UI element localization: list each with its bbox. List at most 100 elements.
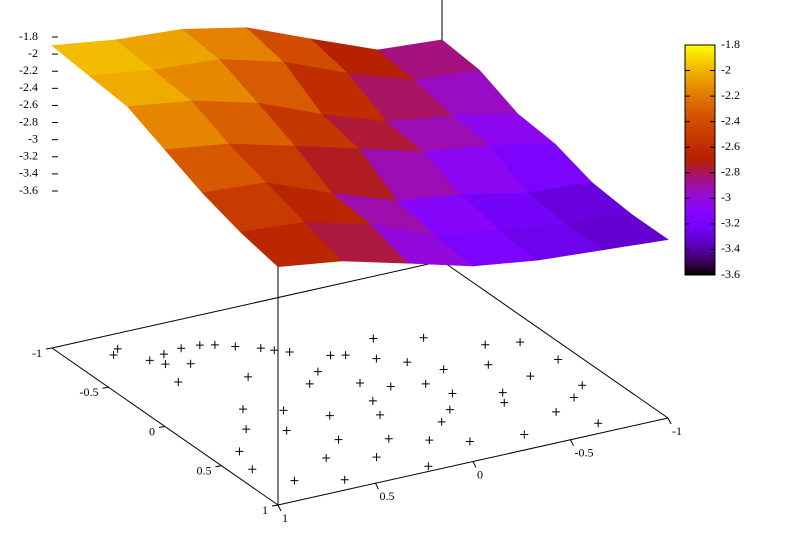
scatter-point [174,378,183,387]
scatter-point [419,333,428,342]
scatter-point [448,389,457,398]
x-tick [45,347,53,350]
y-tick-label: -0.5 [575,446,594,460]
scatter-point [340,475,349,484]
scatter-point [242,425,251,434]
scatter-point [244,372,253,381]
x-tick-label: -1 [32,346,42,360]
scatter-point [256,344,265,353]
colorbar-tick-label: -2.6 [721,139,740,153]
z-tick-label: -1.8 [19,29,38,43]
y-tick-label: 0 [477,467,483,481]
scatter-point [290,476,299,485]
scatter-point [279,406,288,415]
scatter-point [285,348,294,357]
scatter-point [356,379,364,387]
x-tick [271,504,279,507]
scatter-point [177,344,186,353]
scatter-point [161,360,170,369]
y-tick-label: 0.5 [380,489,395,503]
scatter-point [305,379,314,388]
x-tick [158,426,166,428]
y-tick [277,504,282,512]
scatter-point [570,393,579,402]
scatter-point [282,426,291,435]
scatter-point [421,379,430,388]
z-tick-label: -3.2 [19,149,38,163]
scatter-point [322,453,331,462]
scatter-point [239,405,247,414]
scatter-point [437,417,446,426]
colorbar [684,44,716,276]
y-tick [667,417,672,425]
x-tick-label: 0.5 [197,464,212,478]
scatter-point [578,381,587,390]
scatter-point [498,388,507,397]
scatter-point [516,338,525,347]
scatter-point [384,434,393,443]
scatter-point [520,430,529,439]
scatter-point [484,360,493,369]
scatter-point [159,350,168,359]
colorbar-tick-label: -3.4 [721,241,740,255]
colorbar-tick-label: -3.2 [721,216,740,230]
scatter-point [113,344,122,353]
x-tick [215,465,222,468]
colorbar-tick-label: -2 [721,62,731,76]
z-tick-label: -3.6 [19,183,38,197]
scatter-point [552,407,561,416]
x-tick [102,386,109,389]
scatter-point [195,341,204,350]
x-tick-label: 1 [262,503,268,517]
surface-cell [565,213,669,251]
scatter-point [334,435,343,444]
scatter-point [326,351,335,360]
base-edge [51,260,443,349]
scatter-point [210,340,219,349]
scatter-point [465,437,474,446]
z-tick-label: -3 [28,131,38,145]
scatter-point [145,356,154,365]
scatter-point [500,398,509,407]
colorbar-tick-label: -3 [721,190,731,204]
scatter-point [231,342,240,351]
scatter-point [368,396,377,405]
x-tick-label: -0.5 [80,385,99,399]
scatter-point [481,340,490,349]
scatter-point [341,351,350,360]
colorbar-tick-label: -1.8 [721,37,740,51]
z-tick-label: -2 [28,46,38,60]
scatter-point [424,462,433,471]
scatter-point [248,465,257,474]
scatter-point [372,453,381,462]
z-tick-label: -2.2 [19,63,38,77]
y-tick [375,483,379,490]
scatter-point [325,411,334,420]
y-tick [570,439,574,446]
scatter-point [369,334,378,343]
scatter-point [372,354,381,363]
colorbar-tick-label: -2.8 [721,165,740,179]
y-tick-label: 1 [282,511,288,525]
scatter-point [554,355,563,364]
scatter-point [376,410,385,419]
scatter-point [186,359,195,368]
base-edge [441,260,669,419]
y-tick-label: -1 [672,424,682,438]
y-tick [472,461,477,468]
scatter-point [594,419,603,428]
colorbar-tick-label: -2.4 [721,113,740,127]
colorbar-tick-label: -3.6 [721,267,740,281]
scatter-point [386,382,395,391]
scatter-point [313,367,322,376]
scatter-point [235,447,244,456]
scatter-point [445,405,454,414]
scatter-point [109,351,118,359]
scatter-point [425,436,434,445]
scatter-point [439,365,448,374]
z-tick-label: -2.8 [19,114,38,128]
x-tick-label: 0 [149,424,155,438]
scatter-point [270,346,279,355]
scatter-point [526,372,535,381]
